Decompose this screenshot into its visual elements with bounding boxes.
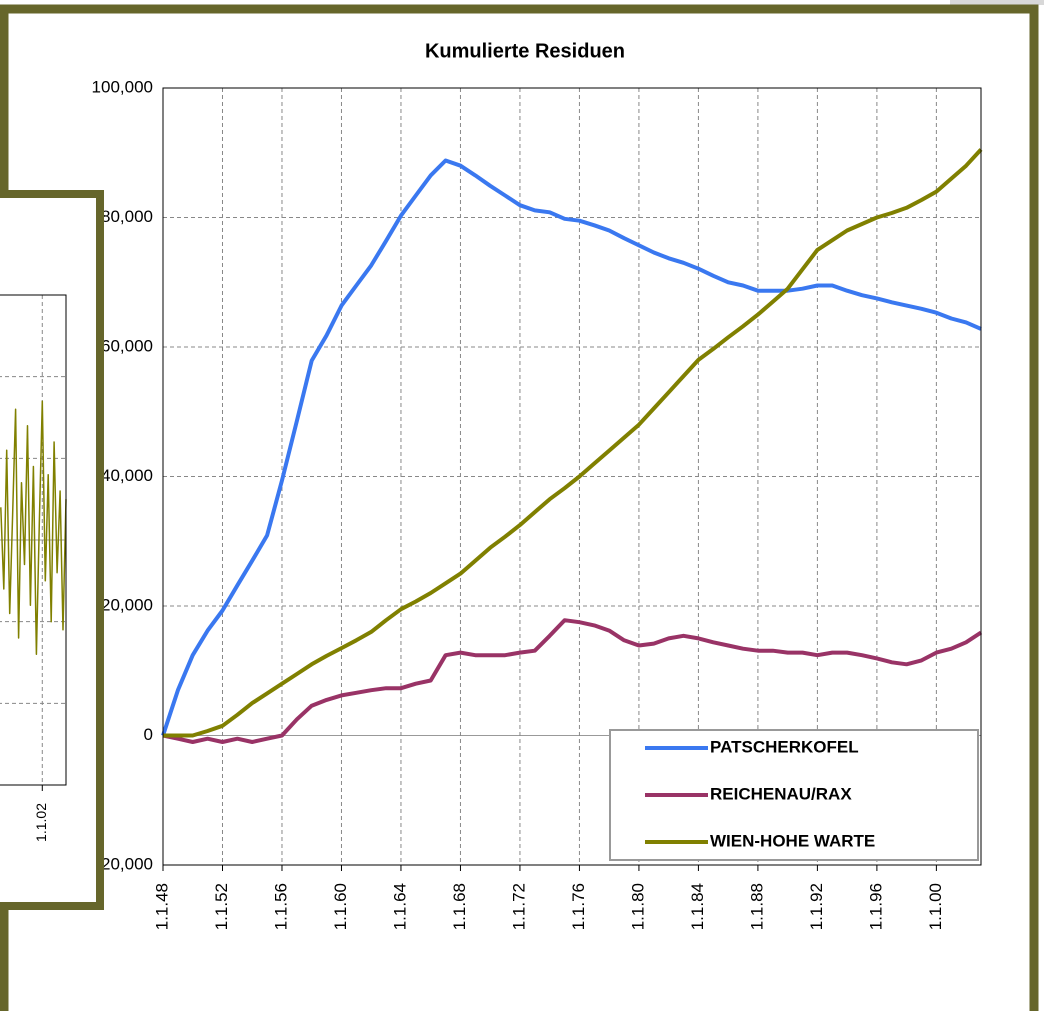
y-tick-label: -20,000 <box>95 854 153 873</box>
x-tick-label: 1.1.48 <box>152 883 171 930</box>
x-tick-label: 1.1.96 <box>866 883 885 930</box>
x-tick-label: 1.1.02 <box>33 803 49 842</box>
series-line <box>0 400 67 656</box>
plot-border <box>0 294 67 786</box>
y-tick-label: 80,000 <box>101 207 153 226</box>
inset-chart: 1.1.02 <box>0 294 67 842</box>
x-tick-label: 1.1.60 <box>331 883 350 930</box>
legend-label: PATSCHERKOFEL <box>710 737 859 756</box>
x-tick-label: 1.1.88 <box>747 883 766 930</box>
x-tick-label: 1.1.00 <box>926 883 945 930</box>
y-tick-label: 0 <box>144 725 153 744</box>
legend-label: REICHENAU/RAX <box>710 784 852 803</box>
x-tick-label: 1.1.92 <box>807 883 826 930</box>
series-line <box>163 148 983 738</box>
x-tick-label: 1.1.72 <box>509 883 528 930</box>
y-tick-label: 20,000 <box>101 595 153 614</box>
series-line <box>161 158 982 737</box>
x-tick-label: 1.1.56 <box>271 883 290 930</box>
x-tick-label: 1.1.76 <box>569 883 588 930</box>
x-tick-label: 1.1.64 <box>390 883 409 930</box>
y-tick-label: 40,000 <box>101 466 153 485</box>
x-tick-label: 1.1.84 <box>688 883 707 930</box>
x-tick-label: 1.1.52 <box>212 883 231 930</box>
plot-border <box>162 87 982 866</box>
x-tick-label: 1.1.68 <box>450 883 469 930</box>
toolbar-edge <box>950 0 1044 5</box>
main-chart: Kumulierte Residuen -20,000 0 20,000 40,000… <box>92 40 983 930</box>
chart-title: Kumulierte Residuen <box>425 40 625 62</box>
y-tick-label: 100,000 <box>92 77 153 96</box>
x-tick-label: 1.1.80 <box>628 883 647 930</box>
y-tick-label: 60,000 <box>101 336 153 355</box>
series-line <box>162 618 983 744</box>
legend-label: WIEN-HOHE WARTE <box>710 831 875 850</box>
